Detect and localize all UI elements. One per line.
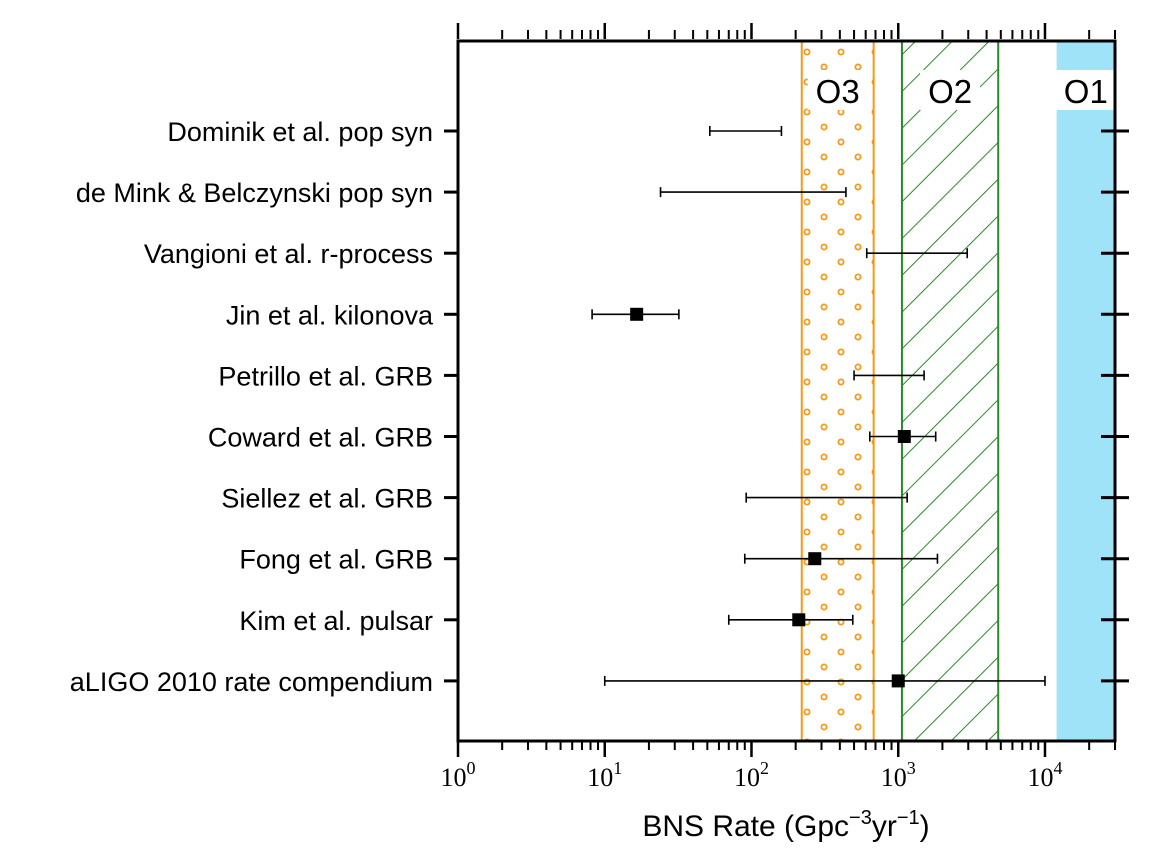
row-coward-et-al-grb [868,430,937,443]
band-o2 [901,41,999,741]
y-label-dominik-et-al-pop-syn: Dominik et al. pop syn [167,117,433,147]
point-marker [808,552,822,566]
point-marker [792,613,806,627]
row-dominik-et-al-pop-syn [709,126,783,136]
point-marker [891,674,905,688]
x-tick-label: 102 [734,758,769,792]
x-axis: 100 101 102 103 104 [441,23,1116,792]
band-label-bg-o3 [807,70,868,110]
y-label-siellez-et-al-grb: Siellez et al. GRB [221,484,433,514]
y-label-petrillo-et-al-grb: Petrillo et al. GRB [218,361,433,391]
x-tick-label: 104 [1027,758,1062,792]
x-tick-label: 101 [587,758,622,792]
band-label-bg-o1 [1055,70,1116,110]
band-o3 [801,41,874,741]
band-o1 [1056,41,1115,741]
y-axis-labels: Dominik et al. pop syn de Mink & Belczyns… [70,117,434,697]
observing-run-bands [800,41,1115,741]
band-label-o3: O3 [816,73,860,110]
y-label-jin-et-al-kilonova: Jin et al. kilonova [226,300,434,330]
row-siellez-et-al-grb [745,492,908,503]
plot-frame [456,39,1117,743]
y-label-coward-et-al-grb: Coward et al. GRB [208,423,433,453]
x-tick-label: 100 [441,758,476,792]
x-tick-label: 103 [881,758,916,792]
x-axis-label: BNS Rate (Gpc−3yr−1) [642,807,929,843]
point-marker [630,307,644,321]
row-petrillo-et-al-grb [853,370,925,381]
row-de-mink-belczynski-pop-syn [659,187,847,198]
y-label-vangioni-et-al-r-process: Vangioni et al. r-process [144,239,433,269]
row-vangioni-et-al-r-process [865,248,968,259]
point-marker [897,430,911,443]
y-label-de-mink-belczynski-pop-syn: de Mink & Belczynski pop syn [76,178,433,208]
data-points [591,126,1046,688]
row-jin-et-al-kilonova [591,307,680,321]
row-kim-et-al-pulsar [727,613,854,627]
band-label-o2: O2 [928,73,972,110]
band-label-bg-o2 [920,70,981,110]
row-aligo-2010-rate-compendium [603,674,1046,688]
band-label-o1: O1 [1064,73,1108,110]
plot-border [456,39,1117,743]
y-axis-ticks [444,129,1129,683]
y-label-kim-et-al-pulsar: Kim et al. pulsar [239,606,433,636]
band-labels: O3 O2 O1 [807,70,1116,110]
y-label-aligo-2010-rate-compendium: aLIGO 2010 rate compendium [70,667,433,697]
y-label-fong-et-al-grb: Fong et al. GRB [239,545,433,575]
row-fong-et-al-grb [743,552,939,566]
